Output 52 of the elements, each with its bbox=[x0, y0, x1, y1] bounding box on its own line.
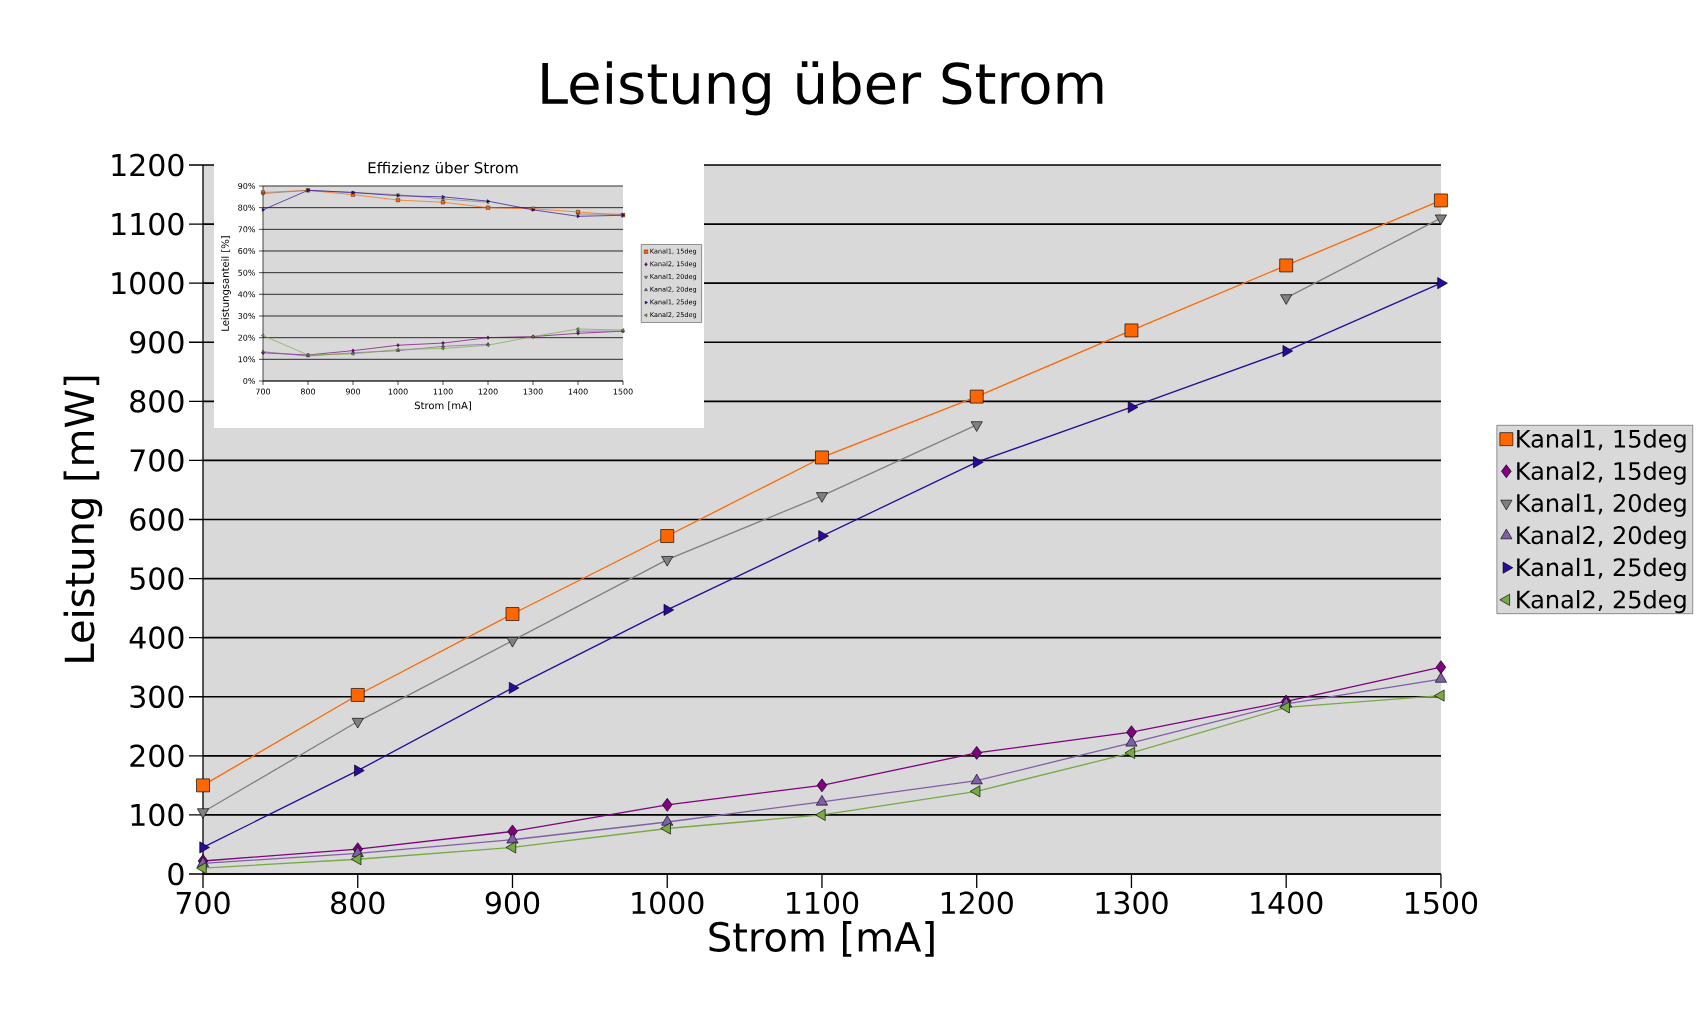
x-tick-label: 700 bbox=[256, 388, 271, 395]
x-tick-label: 1000 bbox=[388, 388, 408, 395]
x-tick-label: 1500 bbox=[613, 388, 633, 395]
y-tick-label: 10% bbox=[238, 356, 256, 363]
y-tick-label: 0% bbox=[243, 377, 256, 385]
x-tick-label: 1000 bbox=[632, 891, 704, 915]
legend-label: Kanal1, 25deg bbox=[1517, 557, 1686, 582]
x-tick-label: 800 bbox=[331, 891, 385, 915]
y-tick-label: 0 bbox=[168, 862, 184, 886]
legend-label: Kanal1, 15deg bbox=[1517, 429, 1686, 453]
y-tick-label: 600 bbox=[130, 508, 184, 531]
x-tick-label: 1400 bbox=[568, 388, 588, 395]
y-tick-label: 200 bbox=[130, 744, 184, 768]
y-tick-label: 700 bbox=[130, 449, 184, 472]
legend-label: Kanal1, 20deg bbox=[1517, 493, 1686, 517]
y-tick-label: 90% bbox=[238, 182, 256, 190]
y-tick-label: 30% bbox=[238, 312, 256, 320]
x-tick-label: 900 bbox=[345, 388, 361, 395]
y-tick-label: 40% bbox=[238, 291, 256, 298]
y-tick-label: 1200 bbox=[112, 153, 184, 177]
x-tick-label: 900 bbox=[485, 891, 540, 915]
chart-title: Effizienz über Strom bbox=[368, 161, 518, 174]
y-axis-title: Leistungsanteil [%] bbox=[221, 236, 231, 331]
x-tick-label: 1100 bbox=[787, 891, 859, 915]
y-tick-label: 80% bbox=[238, 204, 256, 211]
x-tick-label: 1300 bbox=[1096, 891, 1168, 915]
y-tick-label: 500 bbox=[130, 567, 184, 590]
y-tick-label: 20% bbox=[238, 334, 256, 341]
y-tick-label: 400 bbox=[129, 626, 184, 650]
chart-title: Leistung über Strom bbox=[542, 61, 1103, 116]
y-tick-label: 1000 bbox=[112, 271, 184, 295]
y-tick-label: 70% bbox=[238, 226, 256, 233]
x-axis-title: Strom [mA] bbox=[709, 921, 934, 957]
legend-label: Kanal2, 20deg bbox=[1517, 525, 1686, 549]
x-tick-label: 1300 bbox=[523, 388, 543, 395]
y-tick-label: 60% bbox=[238, 247, 256, 255]
y-tick-label: 100 bbox=[131, 803, 184, 827]
y-tick-label: 50% bbox=[238, 269, 256, 276]
legend-label: Kanal2, 15deg bbox=[1517, 461, 1686, 485]
y-axis-title: Leistung [mW] bbox=[63, 376, 103, 662]
x-tick-label: 700 bbox=[176, 891, 230, 915]
x-tick-label: 1200 bbox=[941, 891, 1013, 915]
x-axis-title: Strom [mA] bbox=[414, 401, 471, 411]
y-tick-label: 900 bbox=[130, 330, 184, 354]
x-tick-label: 1100 bbox=[433, 388, 453, 395]
legend-label: Kanal2, 25deg bbox=[1517, 589, 1686, 614]
y-tick-label: 300 bbox=[130, 685, 184, 709]
x-tick-label: 1400 bbox=[1251, 891, 1323, 915]
x-tick-label: 800 bbox=[300, 388, 316, 395]
y-tick-label: 1100 bbox=[112, 212, 184, 236]
x-tick-label: 1500 bbox=[1406, 891, 1478, 915]
x-tick-label: 1200 bbox=[478, 388, 498, 395]
